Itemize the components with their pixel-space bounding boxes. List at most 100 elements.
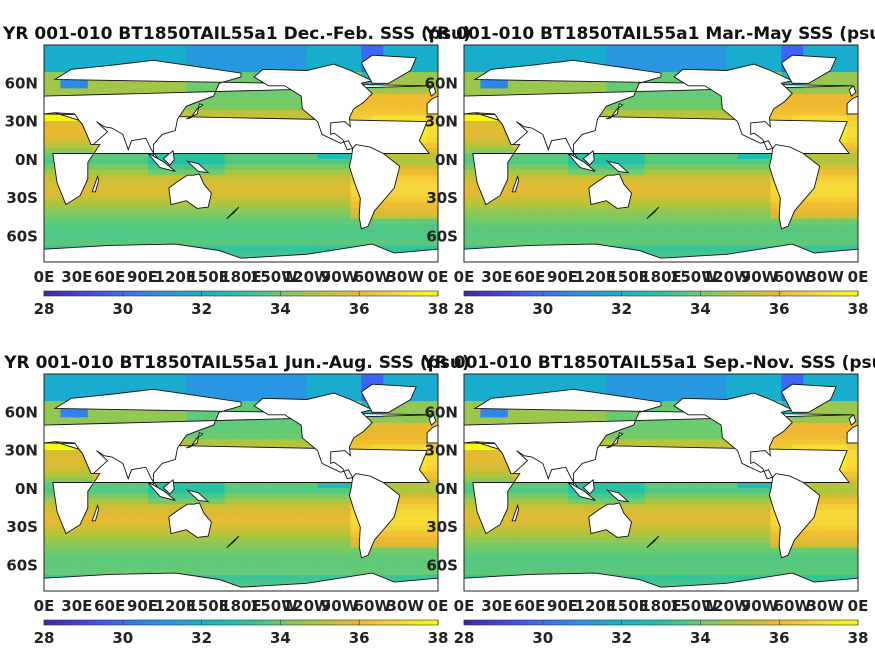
colorbar [463,290,859,297]
colorbar-tick-label: 36 [349,629,370,647]
lon-tick-label: 60E [94,268,125,286]
lon-tick-label: 90W [741,268,779,286]
lon-tick-label: 30E [61,597,92,615]
lat-tick-label: 0N [435,151,458,169]
land-mask [464,54,858,262]
map-panel-son: YR 001-010 BT1850TAIL55a1 Sep.-Nov. SSS … [421,353,875,647]
lat-tick-label: 30S [6,189,38,207]
lat-tick-label: 30S [426,189,458,207]
lon-tick-label: 180E [220,268,262,286]
map-frame [43,44,439,263]
lon-tick-label: 0E [34,597,55,615]
colorbar-tick-label: 30 [112,629,133,647]
colorbar-tick-label: 36 [349,300,370,318]
colorbar-tick-label: 28 [34,300,55,318]
colorbar-tick-label: 38 [848,300,869,318]
colorbar-tick-label: 32 [611,300,632,318]
lon-tick-label: 120W [283,268,331,286]
colorbar-tick-label: 34 [690,629,711,647]
map-frame [463,44,859,263]
lon-tick-label: 0E [428,597,449,615]
panel-title: YR 001-010 BT1850TAIL55a1 Dec.-Feb. SSS … [2,24,471,44]
lat-tick-label: 60N [5,74,38,92]
colorbar-tick-label: 30 [532,300,553,318]
lat-tick-label: 30N [5,442,38,460]
lon-tick-label: 120W [703,268,751,286]
panel-title: YR 001-010 BT1850TAIL55a1 Jun.-Aug. SSS … [3,353,470,373]
lat-tick-label: 60S [6,227,38,245]
colorbar [43,290,439,297]
lon-tick-label: 60E [514,597,545,615]
colorbar-tick-label: 38 [428,629,449,647]
colorbar-tick-label: 34 [270,629,291,647]
lon-tick-label: 150W [250,268,298,286]
colorbar-tick-label: 38 [428,300,449,318]
lon-tick-label: 0E [454,268,475,286]
lon-tick-label: 0E [34,268,55,286]
lon-tick-label: 120W [703,597,751,615]
lon-tick-label: 30W [806,268,844,286]
colorbar-tick-label: 34 [270,300,291,318]
lon-tick-label: 180E [220,597,262,615]
panel-title: YR 001-010 BT1850TAIL55a1 Sep.-Nov. SSS … [421,353,875,373]
lat-tick-label: 0N [15,480,38,498]
lat-tick-label: 30N [5,113,38,131]
lon-tick-label: 60E [94,597,125,615]
lon-tick-label: 30W [386,268,424,286]
lat-tick-label: 60S [6,556,38,574]
lon-tick-label: 120E [575,268,617,286]
lon-tick-label: 150E [187,597,229,615]
land-mask [464,383,858,591]
lon-tick-label: 30W [386,597,424,615]
lon-tick-label: 0E [428,268,449,286]
lat-tick-label: 60N [5,403,38,421]
lat-tick-label: 60N [425,74,458,92]
map-panel-mam: YR 001-010 BT1850TAIL55a1 Mar.-May SSS (… [424,24,875,318]
lon-tick-label: 180E [640,597,682,615]
colorbar-tick-label: 36 [769,629,790,647]
lon-tick-label: 90W [321,268,359,286]
lat-tick-label: 60N [425,403,458,421]
lat-tick-label: 30S [426,518,458,536]
lat-tick-label: 30S [6,518,38,536]
lon-tick-label: 60W [354,597,392,615]
lon-tick-label: 60E [514,268,545,286]
lon-tick-label: 30E [481,268,512,286]
lat-tick-label: 60S [426,556,458,574]
lon-tick-label: 90W [741,597,779,615]
lon-tick-label: 60W [774,597,812,615]
colorbar-tick-label: 32 [191,629,212,647]
lat-tick-label: 0N [15,151,38,169]
lon-tick-label: 0E [848,597,869,615]
map-panel-djf: YR 001-010 BT1850TAIL55a1 Dec.-Feb. SSS … [2,24,471,318]
lon-tick-label: 90E [547,268,578,286]
colorbar-tick-label: 34 [690,300,711,318]
lon-tick-label: 60W [774,268,812,286]
lat-tick-label: 0N [435,480,458,498]
colorbar [463,619,859,626]
colorbar-tick-label: 28 [34,629,55,647]
lat-tick-label: 60S [426,227,458,245]
lon-tick-label: 180E [640,268,682,286]
lon-tick-label: 90W [321,597,359,615]
lon-tick-label: 150W [670,268,718,286]
lon-tick-label: 60W [354,268,392,286]
lon-tick-label: 30E [481,597,512,615]
lon-tick-label: 150E [607,597,649,615]
lon-tick-label: 120W [283,597,331,615]
lon-tick-label: 150W [250,597,298,615]
lon-tick-label: 120E [155,268,197,286]
lon-tick-label: 150E [607,268,649,286]
land-mask [44,54,438,262]
map-frame [463,373,859,592]
colorbar-tick-label: 36 [769,300,790,318]
lat-tick-label: 30N [425,442,458,460]
map-frame [43,373,439,592]
colorbar-tick-label: 30 [112,300,133,318]
colorbar [43,619,439,626]
lon-tick-label: 150E [187,268,229,286]
colorbar-tick-label: 30 [532,629,553,647]
panel-title: YR 001-010 BT1850TAIL55a1 Mar.-May SSS (… [424,24,875,44]
colorbar-tick-label: 32 [611,629,632,647]
lon-tick-label: 30W [806,597,844,615]
